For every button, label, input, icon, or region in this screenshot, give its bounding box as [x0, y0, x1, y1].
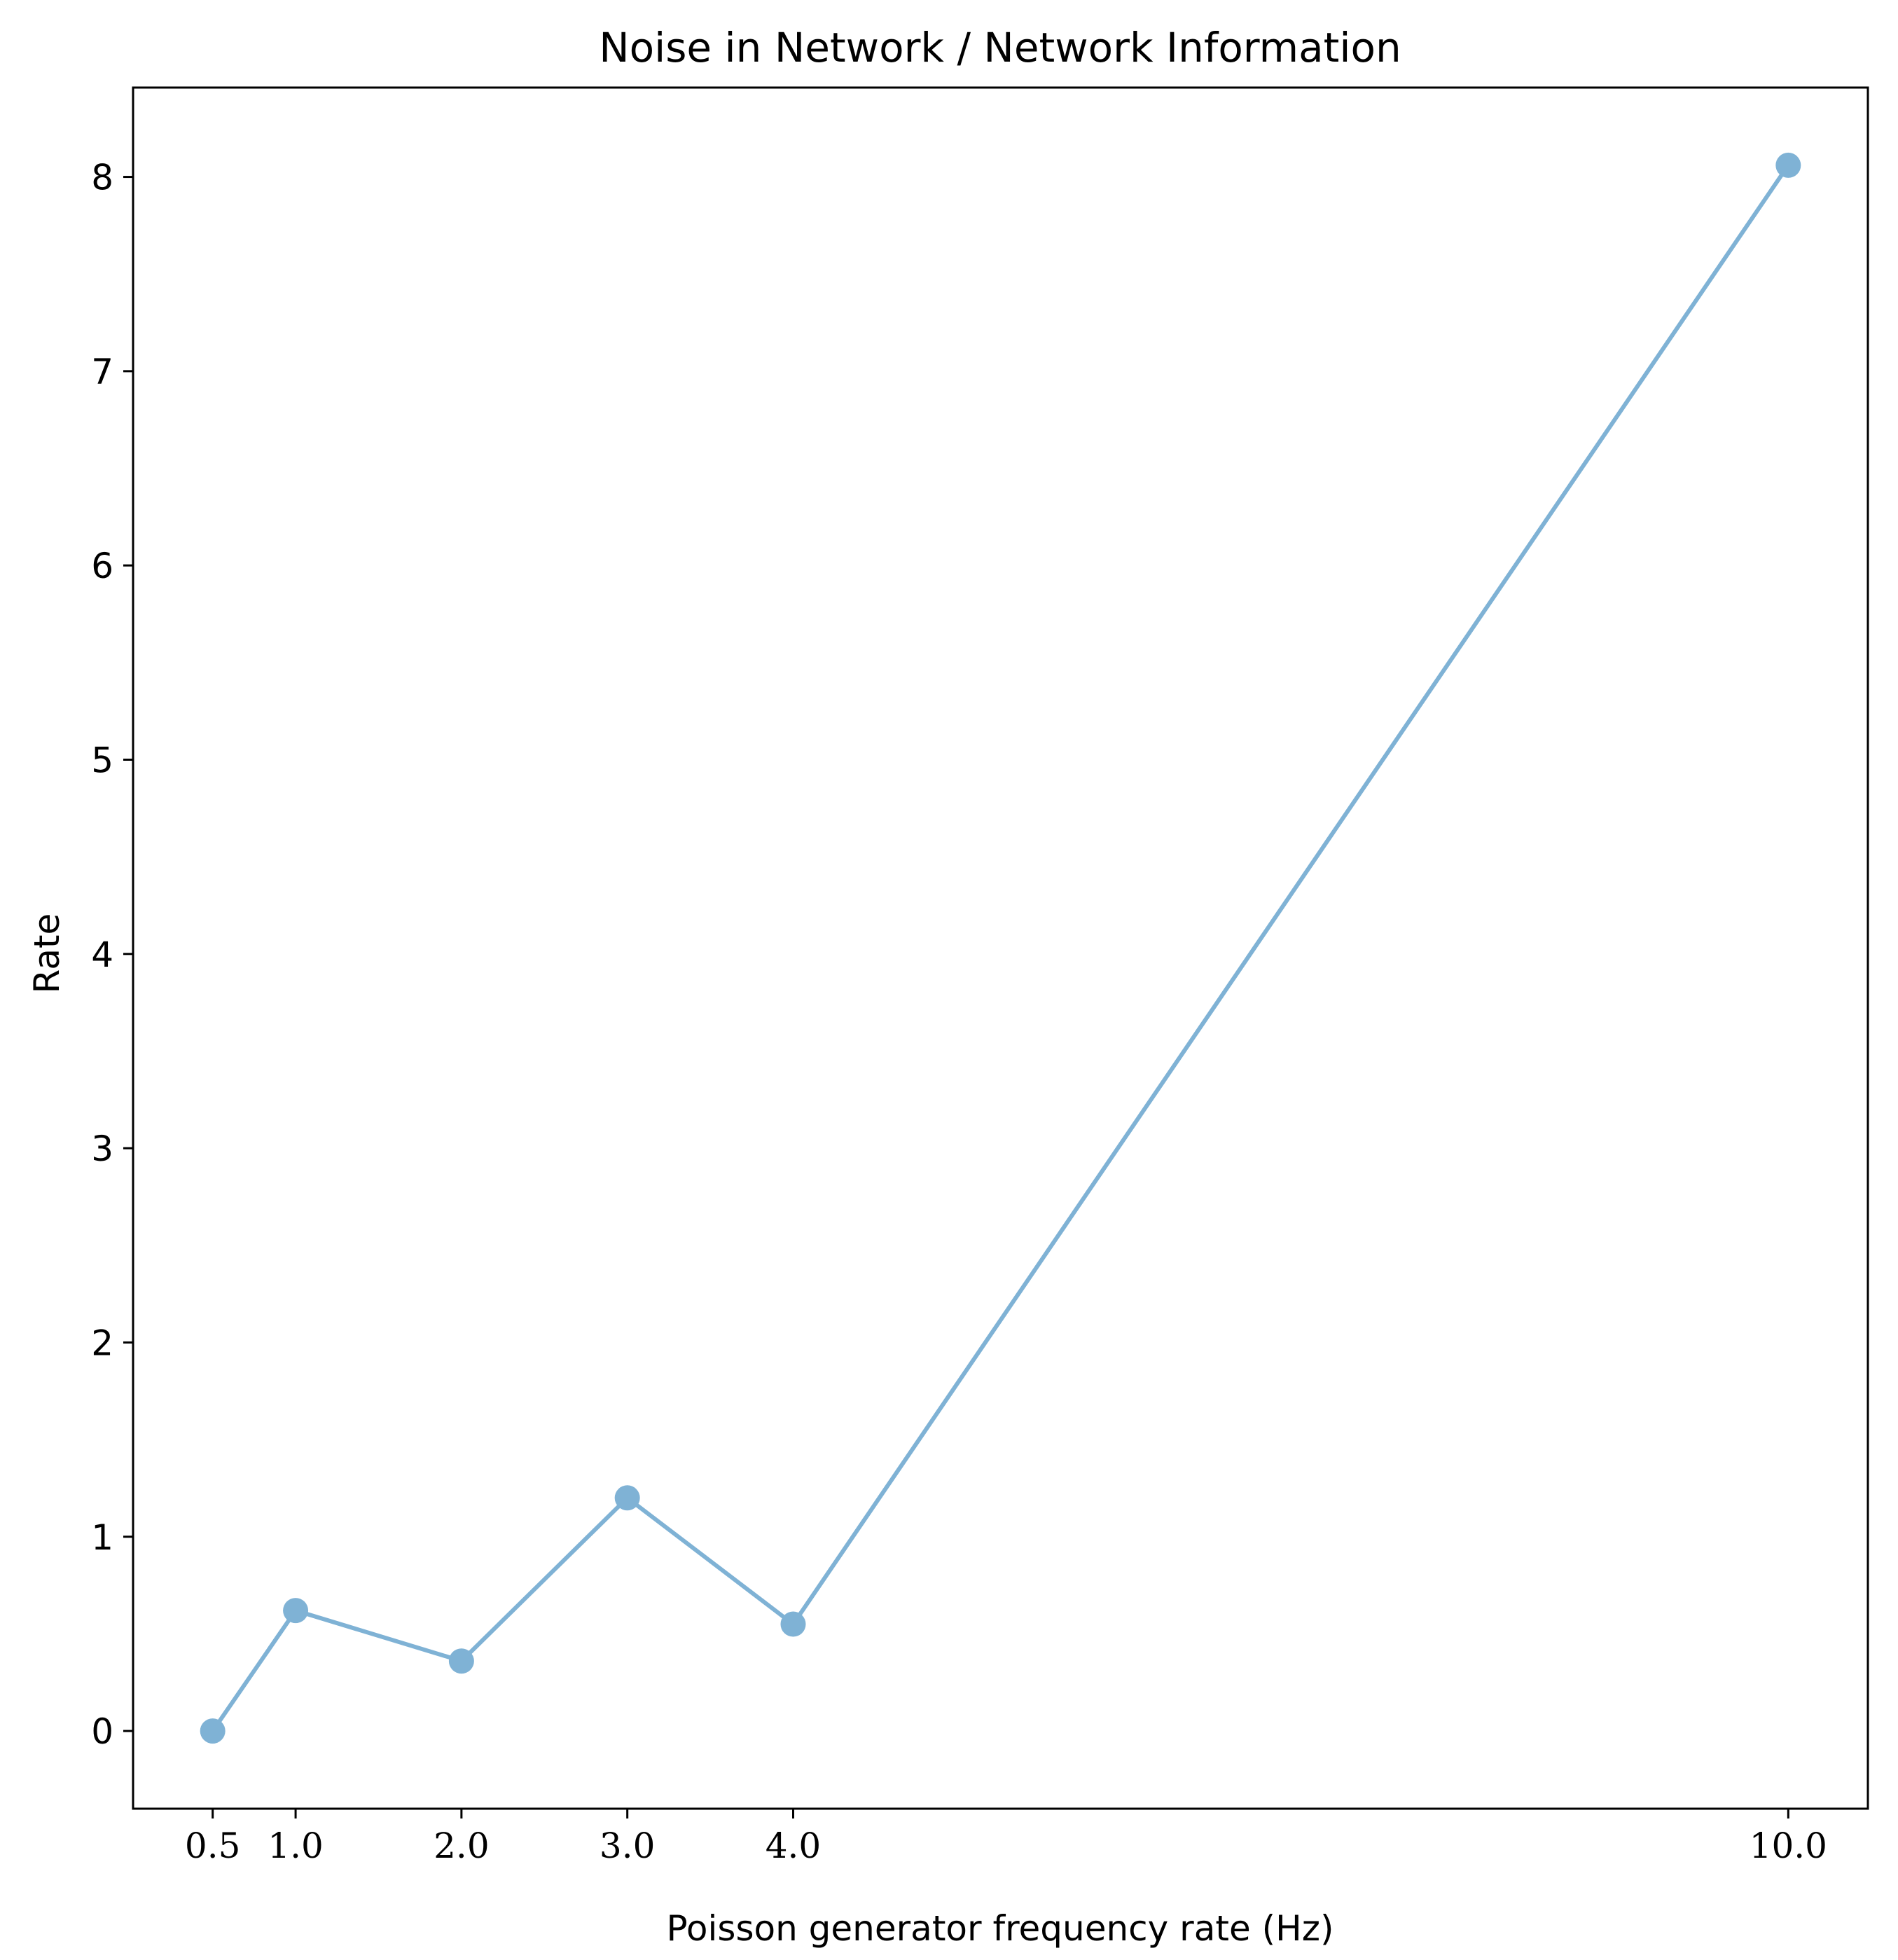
x-tick-label: 2.0 [434, 1826, 490, 1866]
data-point [200, 1718, 226, 1744]
y-tick-label: 1 [91, 1517, 113, 1558]
data-point [283, 1598, 309, 1624]
x-tick-label: 1.0 [268, 1826, 324, 1866]
y-tick-label: 5 [91, 740, 113, 781]
x-axis: 0.5 1.0 2.0 3.0 4.0 10.0 [185, 1809, 1827, 1866]
plot-frame [132, 86, 1869, 1810]
x-tick-label: 0.5 [185, 1826, 241, 1866]
plot-area [200, 152, 1801, 1744]
data-point [1775, 152, 1801, 178]
y-tick-label: 2 [91, 1323, 113, 1363]
x-tick-label: 4.0 [766, 1826, 822, 1866]
data-point [780, 1611, 806, 1637]
y-axis-label: Rate [27, 913, 67, 994]
y-tick-label: 8 [91, 158, 113, 198]
x-tick-label: 10.0 [1750, 1826, 1827, 1866]
data-point [448, 1648, 474, 1674]
y-tick-label: 3 [91, 1129, 113, 1169]
y-tick-label: 6 [91, 546, 113, 586]
y-tick-label: 0 [91, 1711, 113, 1752]
x-tick-label: 3.0 [600, 1826, 656, 1866]
y-tick-label: 4 [91, 934, 113, 975]
y-axis: 0 1 2 3 4 5 6 7 8 [91, 158, 133, 1752]
chart-title: Noise in Network / Network Information [599, 24, 1401, 71]
x-axis-label: Poisson generator frequency rate (Hz) [667, 1908, 1334, 1949]
series-line [210, 163, 1791, 1734]
data-point [614, 1485, 640, 1511]
y-tick-label: 7 [91, 352, 113, 392]
